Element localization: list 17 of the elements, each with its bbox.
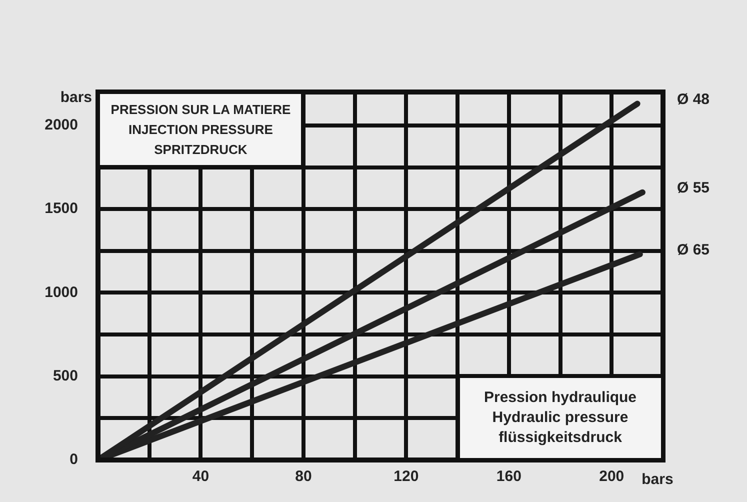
y-tick-label: 2000 xyxy=(44,116,78,134)
x-tick-label: 160 xyxy=(496,468,522,486)
text: Ø 48 xyxy=(677,90,710,108)
x-tick-label: 200 xyxy=(599,468,624,486)
annotation: Pression hydraulique Hydraulic pressure flüssigkeitsdruck xyxy=(484,388,637,448)
y-axis-title: bars xyxy=(60,89,92,106)
y-tick-label: 0 xyxy=(70,451,78,468)
annotation: PRESSION SUR LA MATIERE INJECTION PRESSURE SPRITZDRUCK xyxy=(110,100,291,159)
x-axis-title: bars xyxy=(642,471,674,488)
y-tick-label: 500 xyxy=(52,368,78,385)
x-tick-label: 40 xyxy=(192,468,210,486)
x-tick-label: 80 xyxy=(295,468,312,486)
text: Ø 65 xyxy=(677,241,710,258)
x-tick-label: 120 xyxy=(394,468,419,486)
text: Ø 55 xyxy=(677,180,710,197)
y-tick-label: 1500 xyxy=(44,200,78,218)
y-tick-label: 1000 xyxy=(44,284,78,301)
